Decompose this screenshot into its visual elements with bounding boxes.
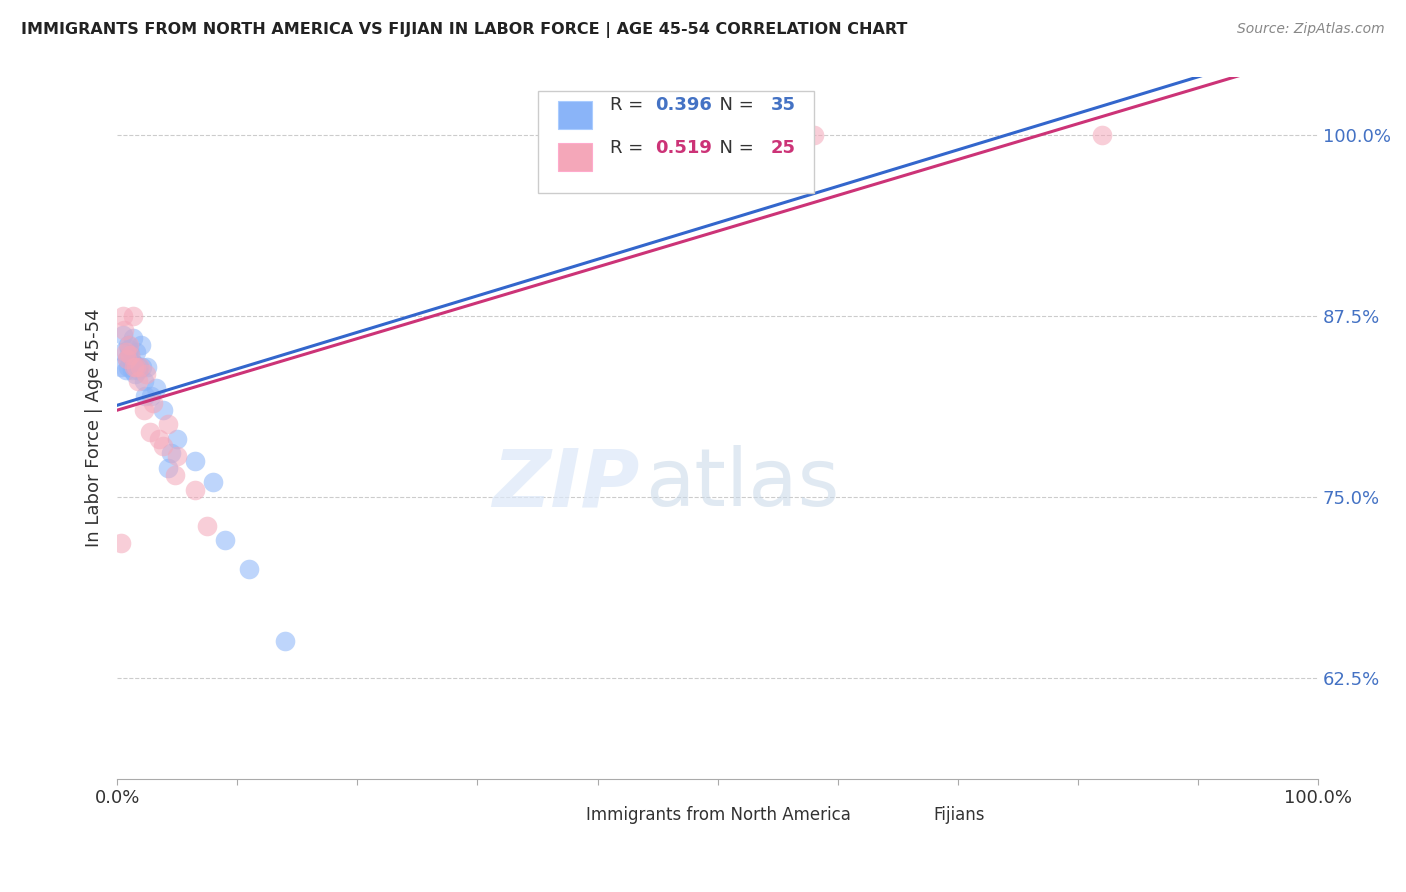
- Point: [202, 475, 225, 490]
- Point: [623, 128, 645, 143]
- FancyBboxPatch shape: [555, 805, 582, 827]
- Point: [138, 425, 160, 439]
- Point: [112, 324, 135, 338]
- Text: Immigrants from North America: Immigrants from North America: [585, 806, 851, 824]
- Point: [117, 359, 139, 374]
- Text: R =: R =: [610, 96, 648, 114]
- Point: [112, 309, 135, 323]
- FancyBboxPatch shape: [558, 101, 592, 129]
- Point: [115, 352, 138, 367]
- Point: [129, 359, 152, 374]
- Point: [152, 403, 174, 417]
- Text: 0.519: 0.519: [655, 138, 711, 157]
- Text: atlas: atlas: [645, 445, 839, 524]
- Point: [129, 338, 152, 352]
- FancyBboxPatch shape: [558, 143, 592, 171]
- Point: [124, 367, 146, 381]
- Point: [1091, 128, 1114, 143]
- Point: [125, 345, 148, 359]
- Point: [731, 128, 754, 143]
- Point: [128, 359, 150, 374]
- Point: [122, 357, 145, 371]
- Point: [132, 403, 155, 417]
- Text: ZIP: ZIP: [492, 445, 640, 524]
- Point: [134, 388, 156, 402]
- Point: [117, 338, 139, 352]
- Point: [214, 533, 236, 548]
- Point: [274, 634, 297, 648]
- Point: [112, 327, 135, 342]
- Point: [156, 461, 179, 475]
- Text: N =: N =: [709, 138, 759, 157]
- Text: IMMIGRANTS FROM NORTH AMERICA VS FIJIAN IN LABOR FORCE | AGE 45-54 CORRELATION C: IMMIGRANTS FROM NORTH AMERICA VS FIJIAN …: [21, 22, 907, 38]
- FancyBboxPatch shape: [537, 92, 814, 194]
- Point: [127, 362, 149, 376]
- Point: [152, 439, 174, 453]
- FancyBboxPatch shape: [904, 805, 931, 827]
- Point: [184, 453, 207, 467]
- Point: [122, 359, 145, 374]
- Point: [120, 348, 142, 362]
- Point: [166, 450, 188, 464]
- Text: N =: N =: [709, 96, 759, 114]
- Text: Source: ZipAtlas.com: Source: ZipAtlas.com: [1237, 22, 1385, 37]
- Point: [148, 432, 170, 446]
- Point: [118, 338, 141, 352]
- Point: [136, 359, 159, 374]
- Point: [238, 562, 260, 576]
- Point: [121, 355, 143, 369]
- Point: [131, 359, 153, 374]
- Text: R =: R =: [610, 138, 648, 157]
- Point: [114, 345, 136, 359]
- Point: [163, 468, 186, 483]
- Text: 35: 35: [770, 96, 796, 114]
- Point: [115, 352, 138, 367]
- Text: 25: 25: [770, 138, 796, 157]
- Point: [139, 388, 162, 402]
- Point: [156, 417, 179, 432]
- Point: [121, 331, 143, 345]
- Point: [121, 309, 143, 323]
- Y-axis label: In Labor Force | Age 45-54: In Labor Force | Age 45-54: [86, 309, 103, 548]
- Point: [112, 345, 135, 359]
- Point: [125, 359, 148, 374]
- Point: [110, 536, 132, 550]
- Point: [118, 343, 141, 357]
- Point: [160, 446, 183, 460]
- Text: 0.396: 0.396: [655, 96, 711, 114]
- Point: [110, 359, 132, 374]
- Point: [132, 374, 155, 388]
- Point: [184, 483, 207, 497]
- Point: [127, 374, 149, 388]
- Point: [166, 432, 188, 446]
- Point: [803, 128, 825, 143]
- Point: [114, 362, 136, 376]
- Point: [120, 348, 142, 362]
- Point: [142, 396, 165, 410]
- Point: [195, 518, 218, 533]
- Point: [121, 362, 143, 376]
- Text: Fijians: Fijians: [934, 806, 986, 824]
- Point: [135, 367, 157, 381]
- Point: [145, 381, 167, 395]
